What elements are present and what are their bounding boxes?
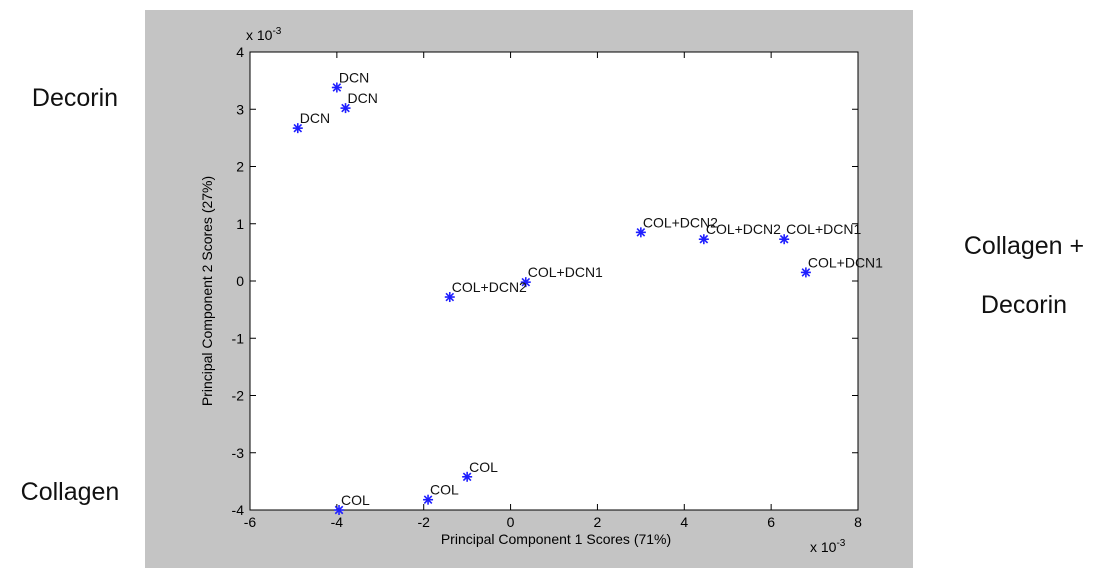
data-point xyxy=(779,234,790,245)
data-point xyxy=(423,494,434,505)
y-exponent-base: x 10 xyxy=(246,27,273,43)
plot-area xyxy=(249,51,859,511)
point-label: COL+DCN1 xyxy=(808,254,883,270)
point-label: DCN xyxy=(300,110,330,126)
y-tick-label: 2 xyxy=(236,159,244,175)
data-point xyxy=(340,103,351,114)
x-exponent-base: x 10 xyxy=(810,539,837,555)
x-tick-label: 8 xyxy=(854,514,862,530)
point-label: COL+DCN2 xyxy=(706,221,781,237)
point-marker-d2 xyxy=(293,123,303,133)
data-point xyxy=(331,82,342,93)
data-point xyxy=(635,227,646,238)
collagen-decorin-group-label-line2: Decorin xyxy=(980,291,1068,319)
y-axis-label: Principal Component 2 Scores (27%) xyxy=(199,176,215,406)
decorin-group-label: Decorin xyxy=(31,84,119,112)
y-exponent-power: -3 xyxy=(272,26,281,37)
y-tick-label: -3 xyxy=(232,445,245,461)
y-tick-label: 1 xyxy=(236,216,244,232)
point-marker-d2 xyxy=(341,103,350,113)
point-marker-d2 xyxy=(699,234,709,244)
point-label: COL+DCN1 xyxy=(528,264,603,280)
data-point xyxy=(444,292,455,303)
collagen-decorin-group-label-line1: Collagen + xyxy=(963,232,1085,260)
x-tick-label: -2 xyxy=(417,514,430,530)
collagen-group-label: Collagen xyxy=(20,478,120,506)
point-marker-d2 xyxy=(462,472,472,482)
x-tick-label: 6 xyxy=(767,514,775,530)
point-label: DCN xyxy=(339,69,369,85)
data-point xyxy=(698,234,709,245)
point-marker-d2 xyxy=(423,495,433,505)
data-point xyxy=(800,267,811,278)
y-tick-label: 4 xyxy=(236,44,244,60)
data-point xyxy=(520,277,531,288)
y-tick-label: -1 xyxy=(232,330,245,346)
data-point xyxy=(462,471,473,482)
point-label: COL xyxy=(341,492,370,508)
y-tick-label: -4 xyxy=(232,502,245,518)
y-axis-exponent: x 10-3 xyxy=(246,26,282,43)
point-label: COL xyxy=(430,482,459,498)
point-marker-d2 xyxy=(334,505,344,515)
point-marker-d2 xyxy=(636,228,646,237)
y-tick-label: -2 xyxy=(232,388,245,404)
x-exponent-power: -3 xyxy=(836,538,845,549)
point-marker-d2 xyxy=(445,292,455,302)
point-marker-d2 xyxy=(521,277,531,287)
point-marker-d2 xyxy=(801,268,811,277)
x-tick-label: 4 xyxy=(680,514,688,530)
x-tick-label: 0 xyxy=(507,514,515,530)
point-label: COL+DCN2 xyxy=(452,279,527,295)
point-label: COL+DCN2 xyxy=(643,214,718,230)
x-tick-label: -4 xyxy=(331,514,344,530)
point-label: COL xyxy=(469,459,498,475)
y-tick-label: 3 xyxy=(236,101,244,117)
point-marker-d2 xyxy=(779,234,789,244)
x-axis-label: Principal Component 1 Scores (71%) xyxy=(441,531,671,547)
x-axis-exponent: x 10-3 xyxy=(810,538,846,555)
point-label: COL+DCN1 xyxy=(786,221,861,237)
y-tick-label: 0 xyxy=(236,273,244,289)
point-label: DCN xyxy=(348,90,378,106)
data-point xyxy=(292,123,303,134)
point-marker-d2 xyxy=(332,83,342,92)
x-tick-label: 2 xyxy=(594,514,602,530)
x-tick-label: -6 xyxy=(244,514,257,530)
data-point xyxy=(334,505,345,515)
